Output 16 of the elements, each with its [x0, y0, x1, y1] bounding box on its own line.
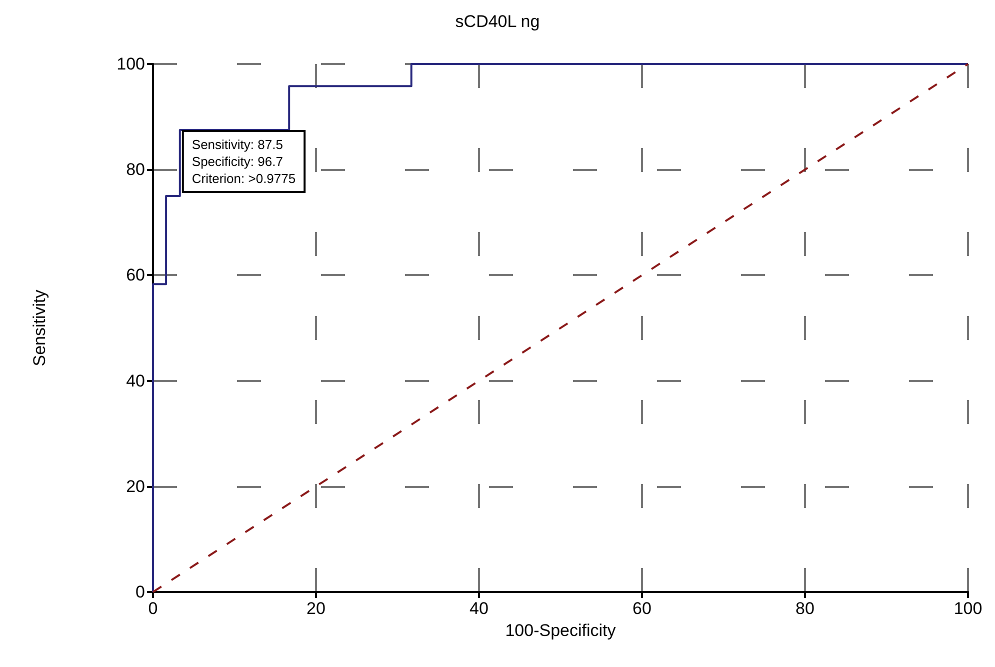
x-tick-label: 20	[306, 599, 326, 618]
y-tick-label: 0	[136, 582, 145, 602]
x-tick-label: 80	[796, 599, 814, 618]
y-tick-label: 100	[116, 54, 145, 74]
x-tick-label: 60	[632, 599, 652, 618]
y-tick-label: 60	[126, 266, 145, 285]
y-axis-title: Sensitivity	[30, 289, 49, 366]
x-tick-label: 100	[954, 599, 982, 618]
x-tick-label: 0	[148, 599, 158, 618]
annotation: Sensitivity: 87.5 Specificity: 96.7 Criterion: >0.9775	[192, 137, 296, 186]
x-tick-label: 40	[470, 599, 488, 618]
x-axis-title: 100-Specificity	[505, 621, 616, 640]
y-tick-label: 20	[126, 476, 145, 496]
y-tick-label: 80	[126, 160, 145, 180]
chart-title: sCD40L ng	[455, 12, 540, 31]
y-tick-label: 40	[126, 371, 145, 390]
